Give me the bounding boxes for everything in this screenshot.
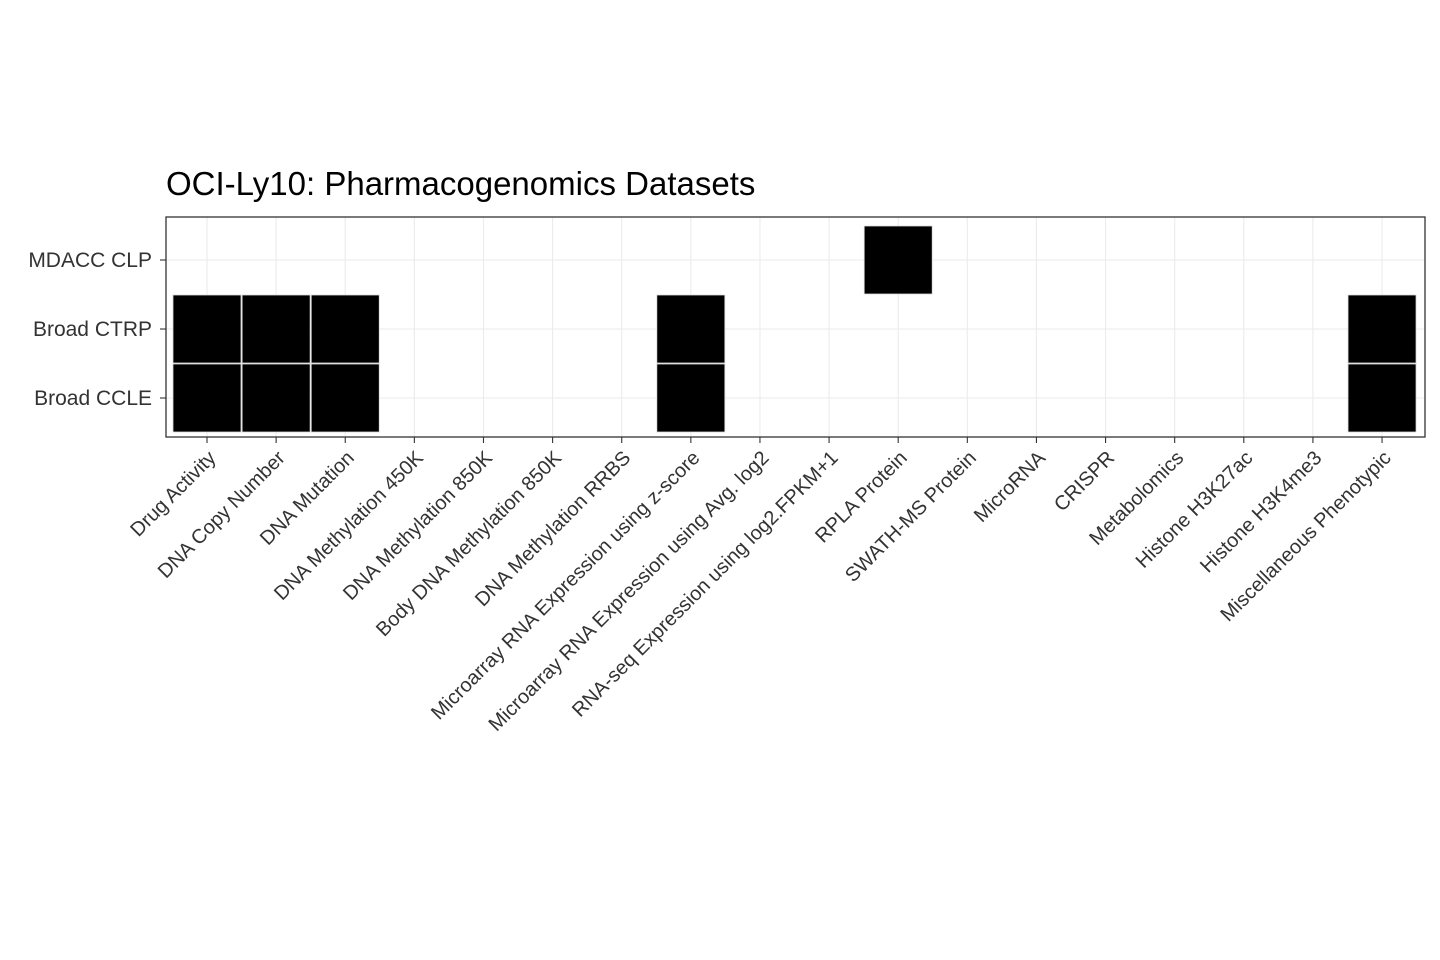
- cell-drug-activity-broad-ctrp: [172, 294, 242, 364]
- cell-rpla-protein-mdacc-clp: [863, 225, 933, 295]
- y-tick-label-mdacc-clp: MDACC CLP: [28, 249, 152, 272]
- x-tick-label-swath-ms-protein: SWATH-MS Protein: [841, 447, 981, 587]
- cell-drug-activity-broad-ccle: [172, 363, 242, 433]
- x-tick-label-histone-h3k27ac: Histone H3K27ac: [1132, 447, 1258, 573]
- chart-title: OCI-Ly10: Pharmacogenomics Datasets: [166, 165, 755, 202]
- x-tick-label-dna-copy-number: DNA Copy Number: [154, 447, 290, 583]
- cell-dna-copy-number-broad-ctrp: [241, 294, 311, 364]
- x-tick-label-microrna: MicroRNA: [970, 447, 1050, 527]
- cell-dna-mutation-broad-ctrp: [310, 294, 380, 364]
- y-axis-ticks: MDACC CLP Broad CTRP Broad CCLE: [28, 249, 166, 410]
- x-tick-label-crispr: CRISPR: [1050, 447, 1119, 516]
- cell-dna-mutation-broad-ccle: [310, 363, 380, 433]
- cell-miscellaneous-phenotypic-broad-ctrp: [1347, 294, 1417, 364]
- y-tick-label-broad-ctrp: Broad CTRP: [33, 318, 152, 341]
- cell-miscellaneous-phenotypic-broad-ccle: [1347, 363, 1417, 433]
- heatmap-cells: [172, 225, 1417, 433]
- y-tick-label-broad-ccle: Broad CCLE: [34, 387, 152, 410]
- cell-dna-copy-number-broad-ccle: [241, 363, 311, 433]
- plot-panel-border: [165, 216, 1426, 438]
- cell-microarray-rna-expression-using-z-score-broad-ctrp: [656, 294, 726, 364]
- x-tick-label-histone-h3k4me3: Histone H3K4me3: [1196, 447, 1326, 577]
- cell-microarray-rna-expression-using-z-score-broad-ccle: [656, 363, 726, 433]
